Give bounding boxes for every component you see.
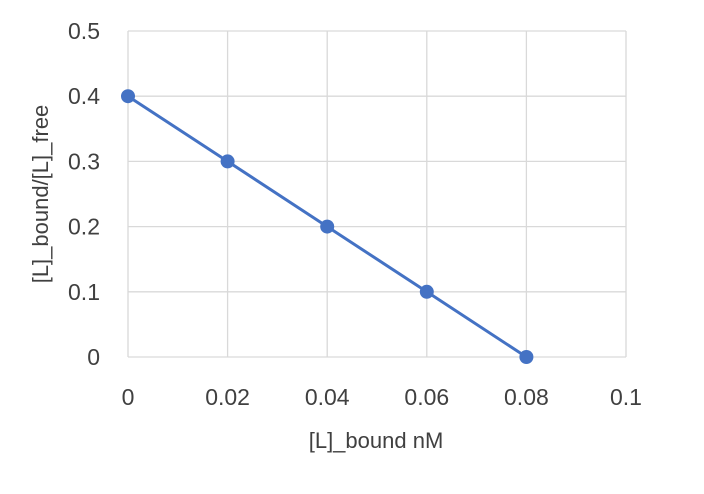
x-tick-label: 0: [122, 384, 135, 410]
data-point: [419, 284, 434, 299]
x-tick-label: 0.04: [305, 384, 350, 410]
data-point: [519, 350, 534, 364]
x-tick-labels: 0 0.02 0.04 0.06 0.08 0.1: [122, 384, 642, 410]
x-axis-title: [L]_bound nM: [309, 428, 444, 453]
x-tick-label: 0.1: [610, 384, 642, 410]
y-tick-label: 0.4: [68, 83, 100, 109]
data-point: [320, 219, 335, 234]
y-tick-label: 0.2: [68, 214, 100, 240]
grid-lines: [127, 30, 627, 358]
y-axis-title: [L]_bound/[L]_free: [28, 105, 53, 284]
y-tick-label: 0.1: [68, 279, 100, 305]
data-point: [121, 89, 135, 104]
data-point: [220, 154, 235, 169]
y-tick-labels: 0 0.1 0.2 0.3 0.4 0.5: [68, 18, 100, 370]
series-layer: [121, 89, 534, 364]
x-tick-label: 0.06: [404, 384, 449, 410]
y-tick-label: 0.3: [68, 148, 100, 174]
x-tick-label: 0.08: [504, 384, 549, 410]
y-tick-label: 0: [87, 344, 100, 370]
y-tick-label: 0.5: [68, 18, 100, 44]
x-tick-label: 0.02: [205, 384, 250, 410]
